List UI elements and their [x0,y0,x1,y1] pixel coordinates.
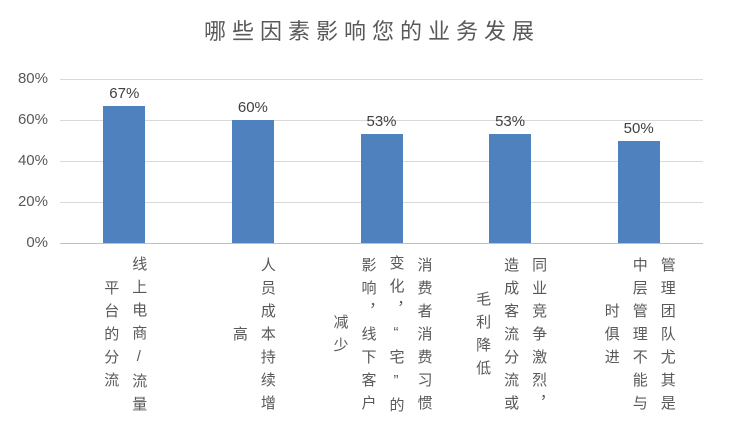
bar [103,105,146,243]
y-axis-tick-label: 0% [26,234,48,251]
plot-area: 67% 60% 53% 53% 50% [60,78,703,244]
x-axis: 线上电商/流量平台的分流 人员成本持续增高 消费者消费习惯变化，“宅”的影响，线下客… [60,252,703,432]
y-axis-tick-label: 40% [17,152,48,169]
bar-value-label: 53% [495,113,526,131]
bar [231,120,274,243]
y-axis-tick-label: 60% [17,111,48,128]
x-axis-category-label: 同业竞争激烈，造成客流分流或毛利降低 [474,256,548,418]
bar [489,134,532,243]
y-axis-tick-label: 20% [17,193,48,210]
y-axis: 80% 60% 40% 20% 0% [0,0,52,437]
bar-value-label: 67% [109,84,140,102]
x-axis-category-label: 消费者消费习惯变化，“宅”的影响，线下客户减少 [331,254,433,420]
x-axis-category-label: 线上电商/流量平台的分流 [102,255,148,419]
bar-value-label: 60% [237,99,268,116]
x-axis-category-label: 管理团队尤其是中层管理不能与时俱进 [602,256,676,418]
bar [617,140,660,243]
y-axis-tick-label: 80% [17,70,48,87]
bar-value-label: 53% [366,113,397,131]
x-axis-line [60,243,703,244]
gridline [60,119,703,121]
chart-title: 哪些因素影响您的业务发展 [203,19,540,44]
bar-value-label: 50% [623,119,654,137]
bar [360,134,403,243]
x-axis-category-label: 人员成本持续增高 [230,256,276,418]
gridline [60,78,703,80]
